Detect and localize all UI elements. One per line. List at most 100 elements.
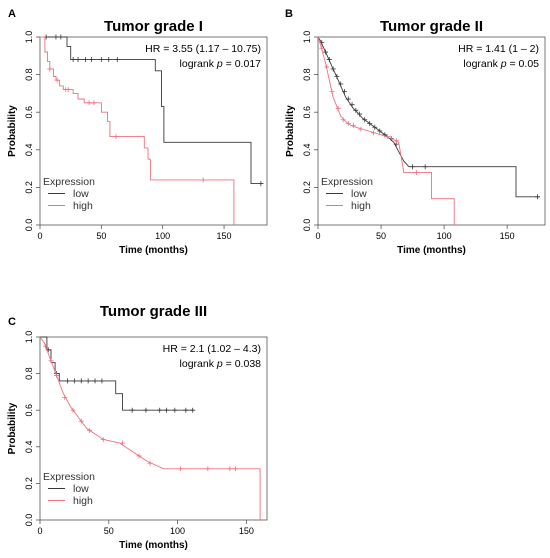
logrank-text: logrank p = 0.05: [463, 58, 539, 70]
censor-mark-low: [372, 124, 378, 130]
censor-mark-high: [350, 122, 356, 128]
censor-mark-high: [200, 177, 206, 183]
censor-mark-low: [357, 111, 363, 117]
survival-curve-high: [39, 336, 261, 520]
censor-mark-high: [370, 130, 376, 136]
censor-mark-low: [143, 407, 149, 413]
y-tick-label: 0.8: [24, 68, 34, 81]
censor-mark-high: [136, 453, 142, 459]
censor-mark-low: [58, 34, 64, 40]
censor-mark-high: [54, 372, 60, 378]
y-tick-label: 0.8: [302, 68, 312, 81]
x-tick-label: 50: [96, 231, 106, 241]
censor-mark-low: [334, 73, 340, 79]
censor-mark-high: [78, 418, 84, 424]
legend-entry-high: high: [73, 200, 93, 212]
censor-mark-high: [100, 436, 106, 442]
y-tick-label: 0.6: [302, 106, 312, 119]
censor-mark-low: [71, 378, 77, 384]
censor-mark-low: [323, 49, 329, 55]
panel-label: C: [8, 316, 16, 328]
series-low: [40, 336, 196, 413]
chart-panel-a: A Tumor grade I 0 50 100 150 0.0 0.2 0.4 0.6 0.8 1.…: [7, 8, 268, 256]
censor-mark-high: [227, 466, 233, 472]
censor-mark-low: [377, 128, 383, 134]
censor-mark-high: [113, 134, 119, 140]
legend-entry-high: high: [73, 495, 93, 507]
censor-mark-low: [53, 34, 59, 40]
y-axis-label: Probability: [7, 105, 18, 157]
y-tick-label: 0.4: [24, 144, 34, 157]
censor-mark-high: [232, 466, 238, 472]
hazard-ratio-text: HR = 1.41 (1 – 2): [458, 43, 539, 55]
censor-mark-high: [147, 460, 153, 466]
censor-mark-high: [340, 117, 346, 123]
y-tick-label: 0.4: [24, 441, 34, 454]
y-tick-label: 0.2: [24, 181, 34, 194]
x-axis-label: Time (months): [119, 245, 188, 256]
survival-curve-low: [40, 36, 264, 185]
censor-mark-high: [70, 407, 76, 413]
chart-title: Tumor grade II: [380, 18, 483, 35]
censor-mark-low: [92, 378, 98, 384]
censor-mark-low: [190, 407, 196, 413]
censor-mark-high: [345, 120, 351, 126]
y-tick-label: 1.0: [24, 331, 34, 344]
x-tick-label: 150: [500, 231, 515, 241]
plot-frame: [39, 336, 268, 521]
legend-title: Expression: [43, 471, 95, 483]
plot-frame: [317, 36, 546, 226]
censor-mark-high: [47, 66, 53, 72]
censor-mark-high: [324, 64, 330, 70]
chart-title: Tumor grade I: [104, 18, 203, 35]
series-high: [40, 36, 235, 225]
x-tick-label: 0: [37, 526, 42, 536]
y-tick-label: 0.2: [24, 477, 34, 490]
censor-mark-low: [345, 96, 351, 102]
censor-mark-low: [82, 57, 88, 63]
censor-mark-high: [393, 137, 399, 143]
legend-entry-low: low: [351, 188, 367, 200]
censor-mark-low: [338, 81, 344, 87]
censor-mark-high: [65, 87, 71, 93]
y-tick-label: 0.0: [24, 219, 34, 232]
censor-mark-low: [157, 407, 163, 413]
y-tick-label: 1.0: [302, 31, 312, 44]
censor-mark-low: [98, 57, 104, 63]
panel-label: A: [8, 8, 16, 20]
x-tick-label: 100: [170, 526, 185, 536]
censor-mark-high: [335, 105, 341, 111]
y-tick-label: 1.0: [24, 31, 34, 44]
censor-mark-low: [362, 117, 368, 123]
censor-mark-high: [319, 45, 325, 51]
x-tick-label: 150: [217, 231, 232, 241]
censor-mark-low: [330, 66, 336, 72]
x-tick-label: 150: [239, 526, 254, 536]
y-axis-label: Probability: [285, 105, 296, 157]
censor-mark-high: [54, 77, 60, 83]
censor-mark-low: [65, 378, 71, 384]
censor-mark-low: [349, 102, 355, 108]
censor-mark-low: [75, 57, 81, 63]
censor-mark-low: [70, 57, 76, 63]
chart-title: Tumor grade III: [100, 303, 207, 320]
censor-mark-high: [43, 343, 49, 349]
x-axis-label: Time (months): [397, 245, 466, 256]
y-tick-label: 0.6: [24, 106, 34, 119]
censor-mark-high: [48, 358, 54, 364]
logrank-text: logrank p = 0.017: [180, 58, 262, 70]
x-tick-label: 50: [376, 231, 386, 241]
censor-mark-low: [410, 164, 416, 170]
censor-mark-high: [384, 134, 390, 140]
censor-mark-low: [85, 378, 91, 384]
censor-mark-low: [353, 107, 359, 113]
hazard-ratio-text: HR = 2.1 (1.02 – 4.3): [163, 343, 261, 355]
legend-title: Expression: [321, 176, 373, 188]
censor-mark-high: [91, 100, 97, 106]
censor-mark-low: [114, 57, 120, 63]
censor-mark-high: [329, 89, 335, 95]
censor-mark-low: [106, 57, 112, 63]
y-tick-label: 0.2: [302, 181, 312, 194]
y-tick-label: 0.0: [24, 514, 34, 527]
legend-entry-high: high: [351, 200, 371, 212]
